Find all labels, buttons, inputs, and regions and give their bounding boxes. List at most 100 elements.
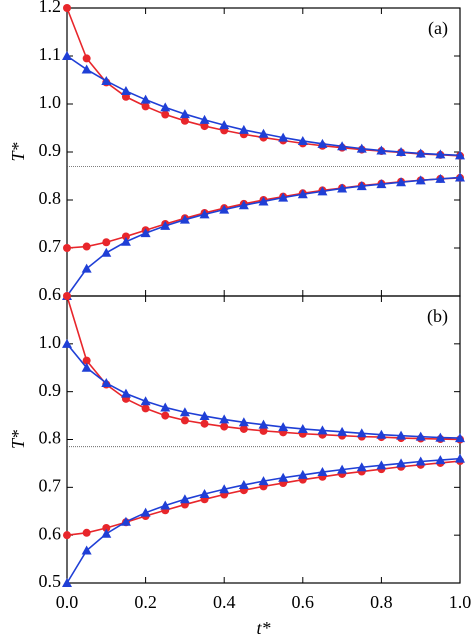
marker xyxy=(356,181,367,191)
marker xyxy=(219,414,230,424)
marker xyxy=(376,145,387,155)
marker xyxy=(121,232,130,241)
y-tick-label: 0.6 xyxy=(39,523,62,543)
y-tick-label: 0.8 xyxy=(39,428,62,448)
marker xyxy=(258,128,269,138)
y-axis-label: T* xyxy=(8,430,28,449)
x-tick-label: 1.0 xyxy=(449,592,472,612)
marker xyxy=(258,419,269,429)
marker xyxy=(82,528,91,537)
marker xyxy=(415,148,426,158)
marker xyxy=(81,64,92,74)
marker xyxy=(82,242,91,251)
marker xyxy=(376,429,387,439)
panel-label: (b) xyxy=(427,306,448,327)
marker xyxy=(435,173,446,183)
marker xyxy=(141,404,150,413)
marker xyxy=(140,507,151,517)
marker xyxy=(238,124,249,134)
marker xyxy=(219,120,230,130)
marker xyxy=(415,175,426,185)
marker xyxy=(160,500,171,510)
marker xyxy=(238,417,249,427)
y-tick-label: 0.8 xyxy=(39,188,62,208)
marker xyxy=(179,407,190,417)
marker xyxy=(239,424,248,433)
y-tick-label: 0.9 xyxy=(39,140,62,160)
marker xyxy=(81,362,92,372)
marker xyxy=(415,431,426,441)
marker xyxy=(63,292,71,300)
marker xyxy=(120,516,131,526)
marker xyxy=(278,132,289,142)
marker xyxy=(62,51,72,60)
marker xyxy=(82,356,91,365)
y-tick-label: 0.5 xyxy=(39,571,62,591)
marker xyxy=(258,196,269,206)
marker xyxy=(396,177,407,187)
marker xyxy=(62,338,72,348)
marker xyxy=(396,147,407,156)
x-tick-label: 0.4 xyxy=(213,592,236,612)
marker xyxy=(297,189,308,199)
marker xyxy=(396,430,407,440)
y-tick-label: 1.0 xyxy=(39,332,62,352)
marker xyxy=(160,220,171,230)
marker xyxy=(278,422,289,432)
marker xyxy=(415,456,426,466)
marker xyxy=(160,102,171,112)
marker xyxy=(102,523,111,532)
marker xyxy=(180,416,189,425)
marker xyxy=(337,464,348,474)
marker xyxy=(259,426,268,435)
y-tick-label: 0.7 xyxy=(39,475,62,495)
marker xyxy=(200,122,209,131)
marker xyxy=(180,116,189,125)
marker xyxy=(376,460,387,470)
marker xyxy=(101,378,112,388)
series-line xyxy=(66,295,461,441)
marker xyxy=(317,467,328,477)
marker xyxy=(356,428,367,438)
marker xyxy=(356,143,367,153)
marker xyxy=(102,238,111,247)
marker xyxy=(238,200,249,210)
marker xyxy=(278,192,289,202)
marker xyxy=(120,388,131,398)
marker xyxy=(81,263,92,273)
x-tick-label: 0.8 xyxy=(370,592,393,612)
marker xyxy=(140,228,151,238)
marker xyxy=(120,86,131,96)
marker xyxy=(199,489,210,499)
marker xyxy=(62,578,72,587)
x-tick-label: 0.2 xyxy=(134,592,157,612)
marker xyxy=(356,462,367,472)
y-tick-label: 1.0 xyxy=(39,92,62,112)
y-tick-label: 0.7 xyxy=(39,236,62,256)
marker xyxy=(396,458,407,468)
marker xyxy=(455,150,465,160)
marker xyxy=(63,4,71,12)
marker xyxy=(337,426,348,436)
marker xyxy=(337,183,348,193)
y-axis-label: T* xyxy=(8,142,28,161)
marker xyxy=(317,186,328,196)
marker xyxy=(140,94,151,104)
marker xyxy=(219,484,230,494)
y-tick-label: 1.1 xyxy=(39,44,62,64)
x-tick-label: 0.0 xyxy=(56,592,79,612)
marker xyxy=(82,54,91,63)
marker xyxy=(160,402,171,412)
marker xyxy=(455,453,465,463)
marker xyxy=(161,110,170,119)
marker xyxy=(435,149,446,159)
marker xyxy=(179,109,190,119)
marker xyxy=(455,172,465,182)
marker xyxy=(199,411,210,421)
marker xyxy=(435,432,446,442)
marker xyxy=(219,204,230,214)
marker xyxy=(161,411,170,420)
marker xyxy=(81,545,92,555)
marker xyxy=(101,247,112,257)
